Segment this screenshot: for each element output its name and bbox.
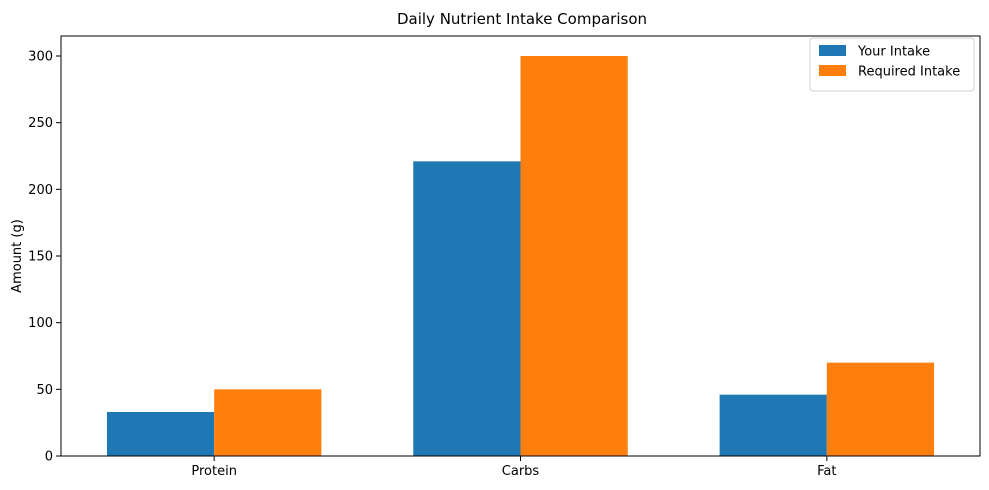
bar-your-intake-carbs xyxy=(413,161,521,456)
legend-swatch-your-intake xyxy=(819,45,846,56)
x-tick-label-carbs: Carbs xyxy=(502,464,540,479)
legend-swatch-required-intake xyxy=(819,65,846,76)
x-tick-label-protein: Protein xyxy=(191,464,237,479)
chart-title: Daily Nutrient Intake Comparison xyxy=(397,10,647,28)
bar-your-intake-fat xyxy=(719,394,827,456)
y-tick-label: 100 xyxy=(28,316,53,331)
legend-label-required-intake: Required Intake xyxy=(858,65,960,80)
bar-required-intake-protein xyxy=(214,389,322,456)
y-tick-label: 50 xyxy=(36,383,53,398)
bar-your-intake-protein xyxy=(106,412,215,456)
bar-required-intake-carbs xyxy=(520,56,628,456)
x-tick-label-fat: Fat xyxy=(817,464,836,479)
legend-box xyxy=(809,37,975,92)
y-tick-label: 150 xyxy=(28,250,53,265)
legend-label-your-intake: Your Intake xyxy=(857,45,930,60)
y-tick-label: 300 xyxy=(28,50,53,65)
bar-required-intake-fat xyxy=(826,362,935,456)
y-tick-label: 250 xyxy=(28,116,53,131)
legend: Your Intake Required Intake xyxy=(809,37,975,92)
plot-area: 0 50 100 150 200 250 300 Protein Carbs Fat xyxy=(28,35,981,479)
y-tick-label: 200 xyxy=(28,183,53,198)
y-axis-title: Amount (g) xyxy=(10,219,25,293)
y-tick-label: 0 xyxy=(45,450,53,465)
